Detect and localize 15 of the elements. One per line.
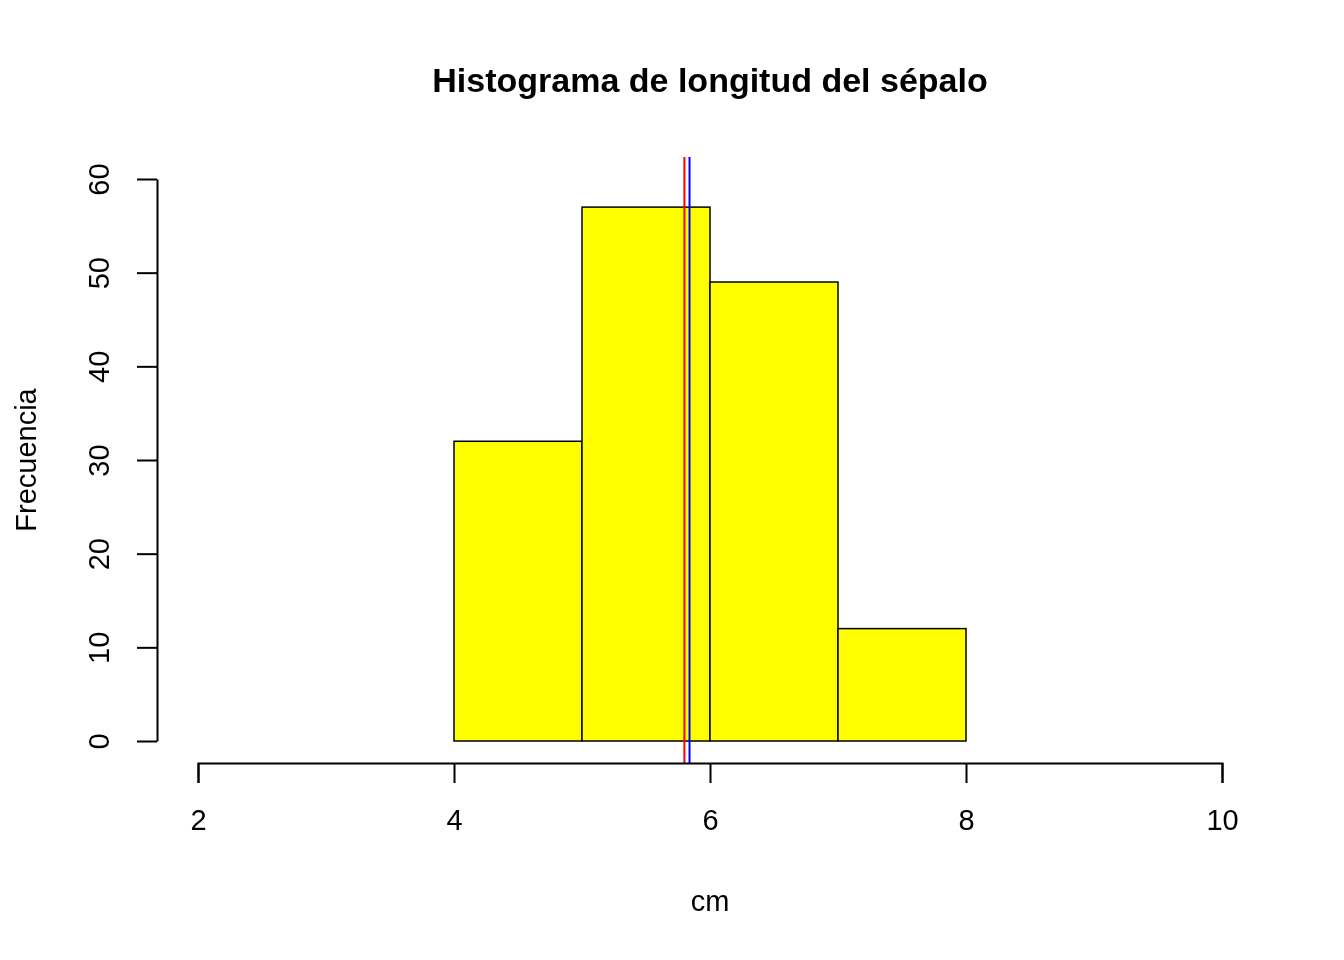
y-tick-label: 50 xyxy=(83,257,116,290)
chart-title: Histograma de longitud del sépalo xyxy=(432,61,988,99)
x-tick-label: 2 xyxy=(190,803,207,836)
y-tick-label: 40 xyxy=(83,350,116,383)
y-tick-label: 60 xyxy=(83,163,116,196)
x-tick-label: 8 xyxy=(958,803,975,836)
y-tick-label: 10 xyxy=(83,631,116,664)
x-tick-label: 4 xyxy=(446,803,463,836)
x-tick-label: 6 xyxy=(702,803,719,836)
y-axis-title: Frecuencia xyxy=(10,387,42,532)
y-tick-label: 20 xyxy=(83,538,116,571)
y-tick-label: 30 xyxy=(83,444,116,477)
x-axis-title: cm xyxy=(690,885,730,917)
x-tick-label: 10 xyxy=(1206,803,1239,836)
y-tick-label: 0 xyxy=(83,733,116,750)
